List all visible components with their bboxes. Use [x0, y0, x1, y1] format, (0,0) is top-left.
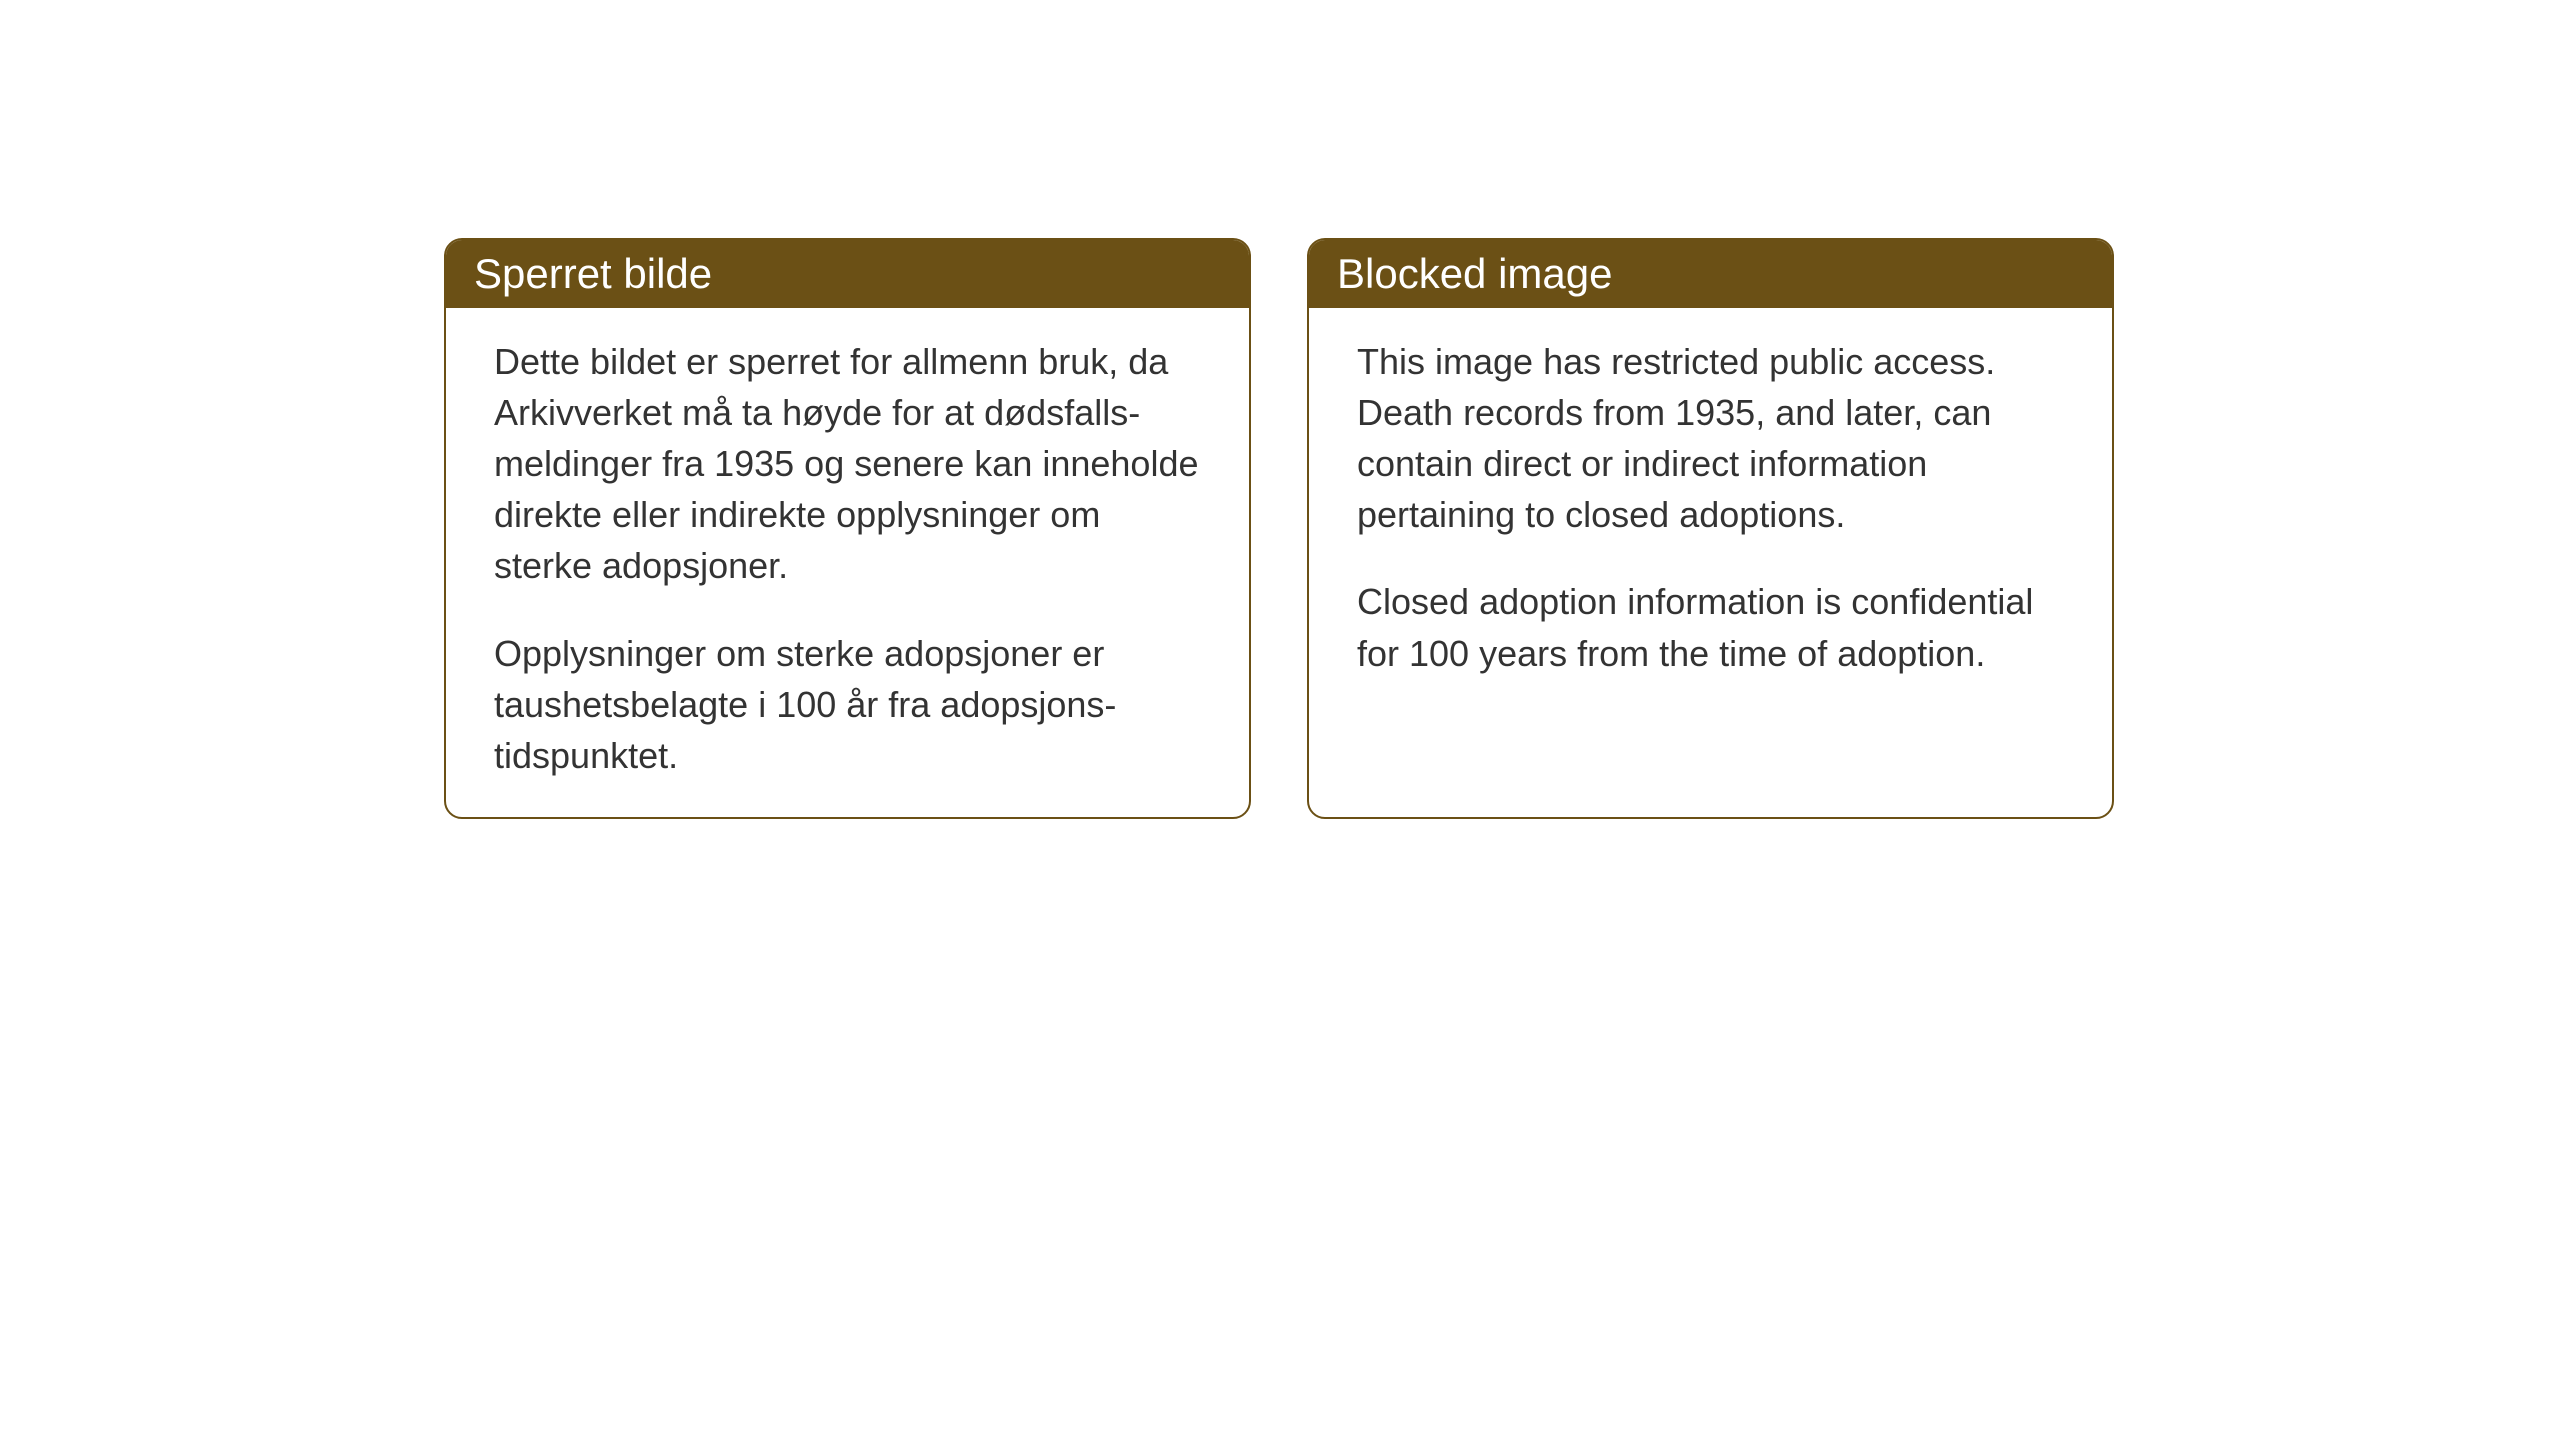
english-notice-card: Blocked image This image has restricted … — [1307, 238, 2114, 819]
english-paragraph-1: This image has restricted public access.… — [1357, 336, 2064, 540]
norwegian-notice-card: Sperret bilde Dette bildet er sperret fo… — [444, 238, 1251, 819]
english-card-body: This image has restricted public access.… — [1309, 308, 2112, 715]
notice-container: Sperret bilde Dette bildet er sperret fo… — [0, 0, 2560, 819]
english-card-title: Blocked image — [1309, 240, 2112, 308]
norwegian-paragraph-1: Dette bildet er sperret for allmenn bruk… — [494, 336, 1201, 592]
norwegian-card-body: Dette bildet er sperret for allmenn bruk… — [446, 308, 1249, 817]
norwegian-card-title: Sperret bilde — [446, 240, 1249, 308]
norwegian-paragraph-2: Opplysninger om sterke adopsjoner er tau… — [494, 628, 1201, 781]
english-paragraph-2: Closed adoption information is confident… — [1357, 576, 2064, 678]
